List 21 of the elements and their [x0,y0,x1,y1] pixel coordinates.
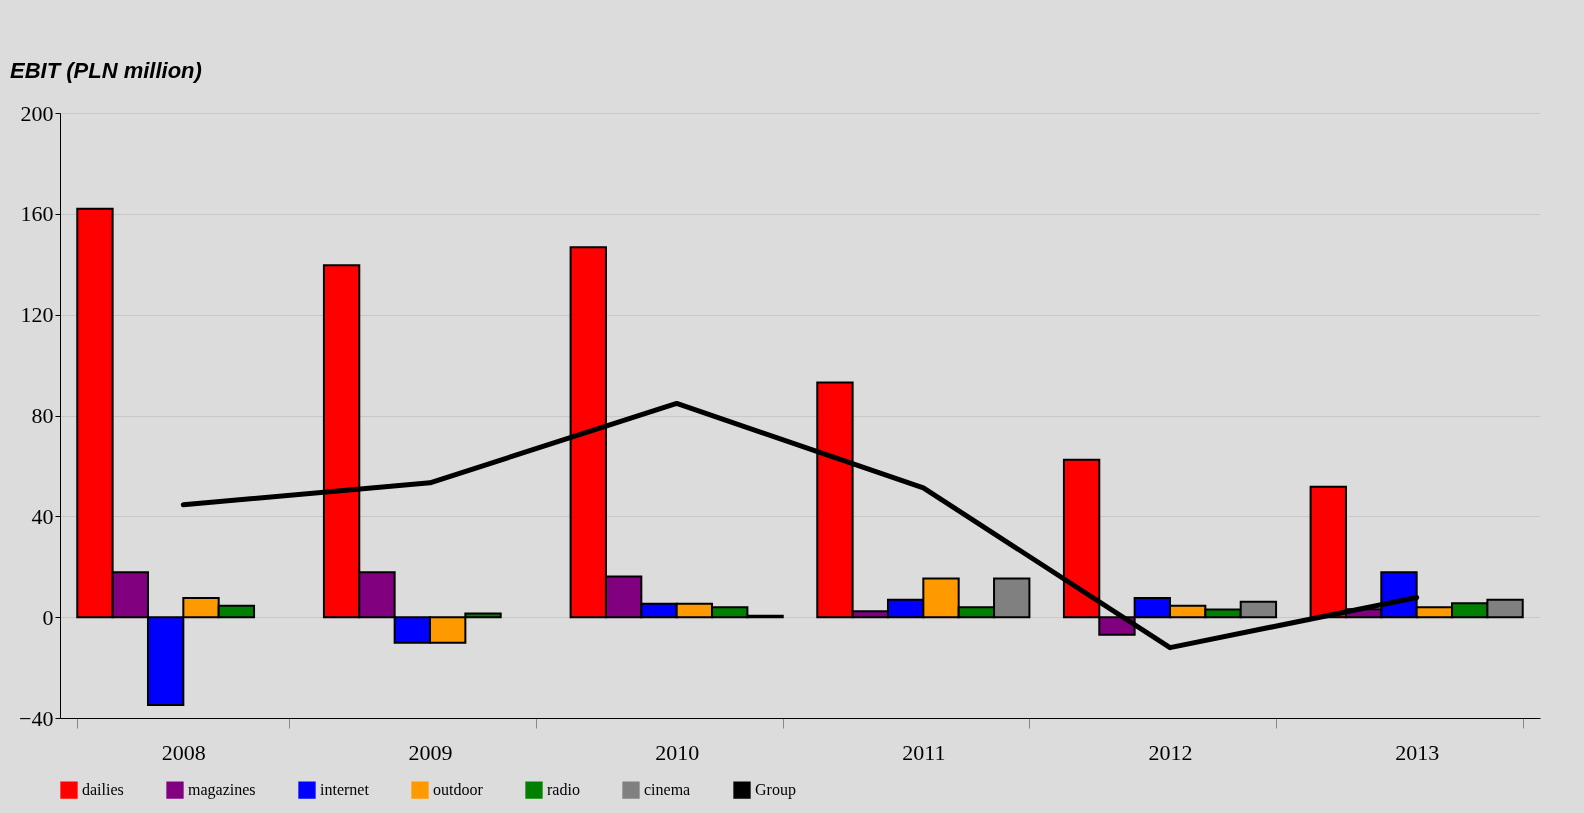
legend-label: magazines [188,781,256,800]
legend-label: outdoor [433,781,484,799]
x-tick-label: 2008 [161,739,206,765]
y-tick-label: 40 [31,503,54,529]
legend-label: Group [755,781,796,800]
y-tick-label: 80 [31,403,54,428]
x-tick-label: 2010 [655,739,700,765]
legend-label: cinema [644,781,691,799]
x-tick-label: 2012 [1148,739,1193,765]
x-tick-label: 2011 [902,739,946,765]
y-tick-label: 120 [20,302,54,328]
y-tick-label: 200 [20,100,54,126]
legend-label: internet [320,781,370,799]
legend-label: dailies [82,781,124,799]
y-tick-label: −40 [19,705,54,731]
chart-title: EBIT (PLN million) [10,58,202,83]
y-tick-label: 160 [20,201,54,227]
x-tick-label: 2009 [408,739,453,765]
x-tick-label: 2013 [1395,739,1440,765]
y-tick-label: 0 [42,604,54,630]
legend-label: radio [547,781,580,799]
